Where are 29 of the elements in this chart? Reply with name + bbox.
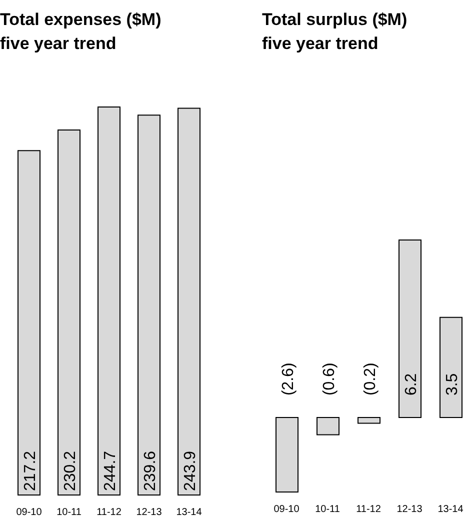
data-label: 6.2: [403, 373, 420, 396]
x-tick-label: 11-12: [96, 507, 122, 518]
chart-title: Total expenses ($M): [0, 9, 162, 31]
bar: [98, 106, 120, 496]
chart-subtitle: five year trend: [262, 33, 380, 55]
x-tick-label: 12-13: [136, 507, 162, 518]
bar: [58, 129, 80, 496]
chart-title: Total surplus ($M): [262, 9, 408, 31]
data-label: 3.5: [444, 373, 461, 396]
x-tick-label: 13-14: [438, 504, 464, 515]
chart-subtitle: five year trend: [0, 33, 118, 55]
data-label: (2.6): [280, 362, 297, 396]
x-tick-label: 13-14: [176, 507, 202, 518]
data-label: 217.2: [22, 450, 39, 491]
x-tick-label: 12-13: [396, 504, 423, 515]
x-tick-label: 11-12: [356, 504, 382, 515]
data-label: 244.7: [102, 450, 119, 491]
x-tick-label: 09-10: [16, 507, 42, 518]
data-label: (0.6): [321, 362, 338, 396]
data-label: 239.6: [142, 450, 159, 491]
bar: [138, 114, 160, 496]
x-tick-label: 10-11: [315, 504, 340, 515]
x-tick-label: 09-10: [274, 504, 300, 515]
x-tick-label: 10-11: [56, 507, 82, 518]
bar: [18, 150, 40, 496]
data-label: 230.2: [62, 450, 79, 491]
bar: [178, 108, 200, 496]
data-label: 243.9: [182, 450, 199, 491]
data-label: (0.2): [362, 362, 379, 396]
